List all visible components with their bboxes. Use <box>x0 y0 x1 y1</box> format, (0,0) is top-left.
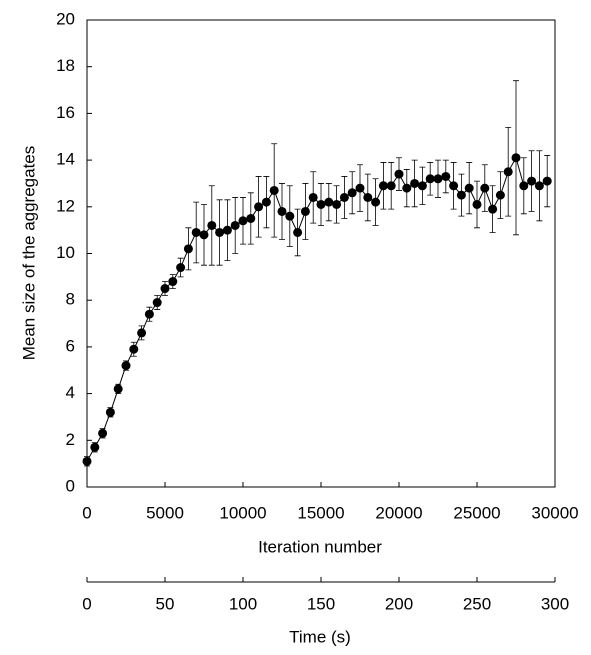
data-point <box>378 181 388 191</box>
x-tick-label: 0 <box>82 503 91 522</box>
data-point <box>168 277 178 287</box>
data-point <box>285 211 295 221</box>
data-point <box>254 202 264 212</box>
data-point <box>363 192 373 202</box>
y-tick-label: 14 <box>56 150 75 169</box>
y-tick-label: 16 <box>56 103 75 122</box>
data-point <box>386 181 396 191</box>
x-tick-label: 20000 <box>375 503 422 522</box>
data-point <box>199 230 209 240</box>
y-tick-label: 18 <box>56 56 75 75</box>
data-point <box>105 407 115 417</box>
data-point <box>152 298 162 308</box>
y-tick-label: 20 <box>56 9 75 28</box>
y-tick-label: 4 <box>66 383 75 402</box>
data-point <box>417 181 427 191</box>
x2-tick-label: 300 <box>541 594 569 613</box>
x2-tick-label: 50 <box>156 594 175 613</box>
data-point <box>464 183 474 193</box>
data-point <box>355 183 365 193</box>
data-point <box>410 178 420 188</box>
data-point <box>324 197 334 207</box>
x-tick-label: 30000 <box>531 503 578 522</box>
data-point <box>316 199 326 209</box>
y-tick-label: 0 <box>66 476 75 495</box>
y-tick-label: 2 <box>66 430 75 449</box>
data-point <box>371 197 381 207</box>
data-point <box>183 244 193 254</box>
data-point <box>246 213 256 223</box>
data-point <box>222 225 232 235</box>
data-point <box>230 220 240 230</box>
x-tick-label: 15000 <box>297 503 344 522</box>
data-point <box>121 361 131 371</box>
data-point <box>519 181 529 191</box>
data-point <box>207 220 217 230</box>
data-point <box>98 428 108 438</box>
x2-tick-label: 0 <box>82 594 91 613</box>
data-point <box>527 176 537 186</box>
data-point <box>402 183 412 193</box>
data-point <box>488 204 498 214</box>
y-tick-label: 6 <box>66 336 75 355</box>
data-point <box>332 199 342 209</box>
x2-tick-label: 150 <box>307 594 335 613</box>
data-point <box>293 227 303 237</box>
data-point <box>215 227 225 237</box>
data-point <box>441 171 451 181</box>
x2-axis-title: Time (s) <box>289 627 351 646</box>
data-point <box>129 344 139 354</box>
data-point <box>472 199 482 209</box>
data-point <box>542 176 552 186</box>
x2-tick-label: 200 <box>385 594 413 613</box>
data-point <box>176 263 186 273</box>
x-tick-label: 10000 <box>219 503 266 522</box>
data-point <box>511 153 521 163</box>
data-point <box>347 188 357 198</box>
data-point <box>433 174 443 184</box>
x-tick-label: 5000 <box>146 503 184 522</box>
data-point <box>269 185 279 195</box>
data-point <box>90 442 100 452</box>
data-point <box>238 216 248 226</box>
data-point <box>261 197 271 207</box>
x-tick-label: 25000 <box>453 503 500 522</box>
y-axis-title: Mean size of the aggregates <box>19 146 38 361</box>
data-point <box>503 167 513 177</box>
data-point <box>339 192 349 202</box>
y-tick-label: 12 <box>56 196 75 215</box>
data-point <box>425 174 435 184</box>
data-point <box>82 456 92 466</box>
data-point <box>394 169 404 179</box>
data-point <box>277 206 287 216</box>
data-point <box>308 192 318 202</box>
data-point <box>456 190 466 200</box>
y-tick-label: 8 <box>66 290 75 309</box>
data-point <box>300 206 310 216</box>
x2-tick-label: 250 <box>463 594 491 613</box>
data-point <box>495 190 505 200</box>
data-point <box>137 328 147 338</box>
data-point <box>160 284 170 294</box>
plot-frame <box>86 19 556 488</box>
x-axis-title: Iteration number <box>258 537 382 556</box>
data-point <box>449 181 459 191</box>
x2-tick-label: 100 <box>229 594 257 613</box>
data-point <box>191 227 201 237</box>
data-point <box>113 384 123 394</box>
data-point <box>144 309 154 319</box>
y-tick-label: 10 <box>56 243 75 262</box>
data-point <box>480 183 490 193</box>
data-point <box>534 181 544 191</box>
